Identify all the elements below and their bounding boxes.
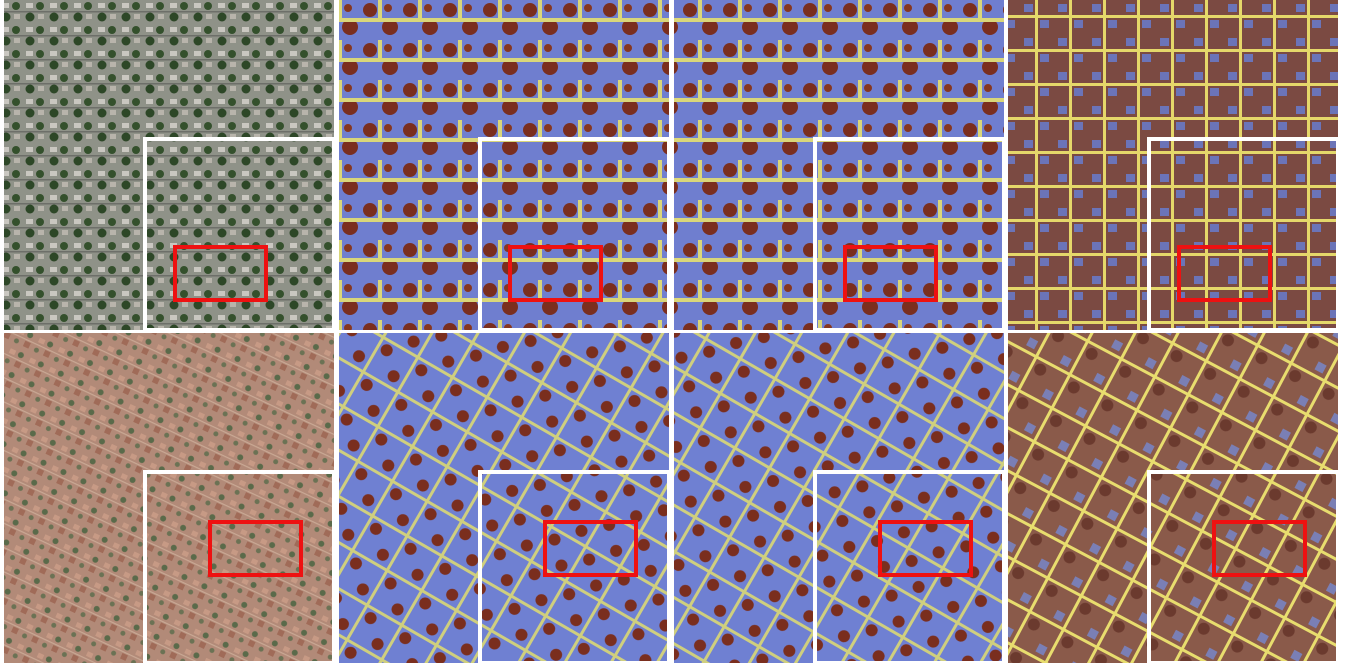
highlight-box xyxy=(1177,245,1272,302)
highlight-box xyxy=(843,245,938,302)
highlight-box xyxy=(878,520,973,577)
zoom-inset xyxy=(813,470,1006,663)
highlight-box xyxy=(508,245,603,302)
highlight-box xyxy=(543,520,638,577)
highlight-box xyxy=(1212,520,1307,577)
zoom-inset xyxy=(143,470,336,663)
highlight-box xyxy=(173,245,268,302)
zoom-inset xyxy=(1147,470,1340,663)
highlight-box xyxy=(208,520,303,577)
zoom-inset xyxy=(478,470,671,663)
